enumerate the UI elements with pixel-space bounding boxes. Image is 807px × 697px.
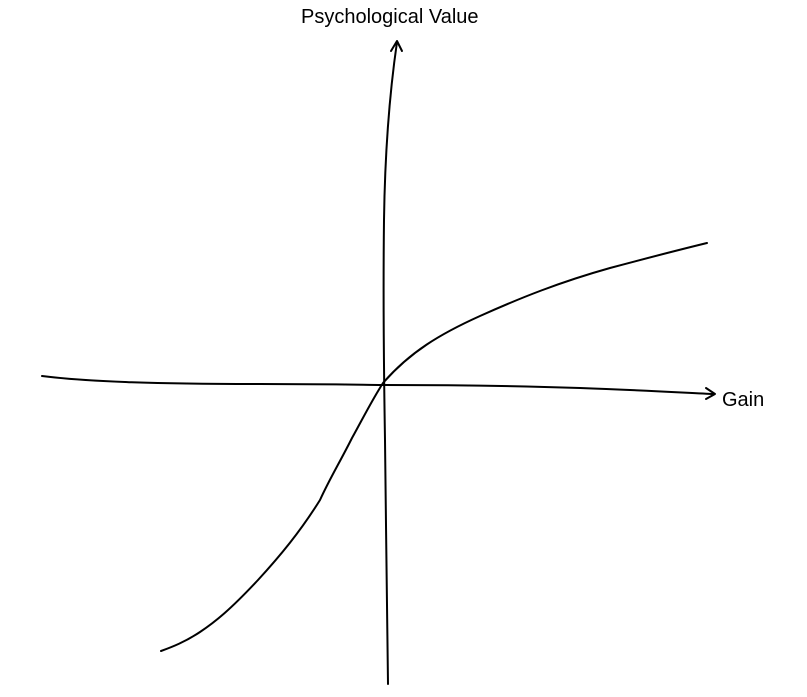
value-curve	[160, 242, 708, 652]
y-axis-arrow-icon	[390, 40, 403, 52]
y-axis-label: Psychological Value	[301, 6, 479, 28]
x-axis-label: Gain	[722, 389, 765, 411]
x-axis-arrow-icon	[705, 387, 716, 400]
y-axis-line	[382, 41, 398, 685]
